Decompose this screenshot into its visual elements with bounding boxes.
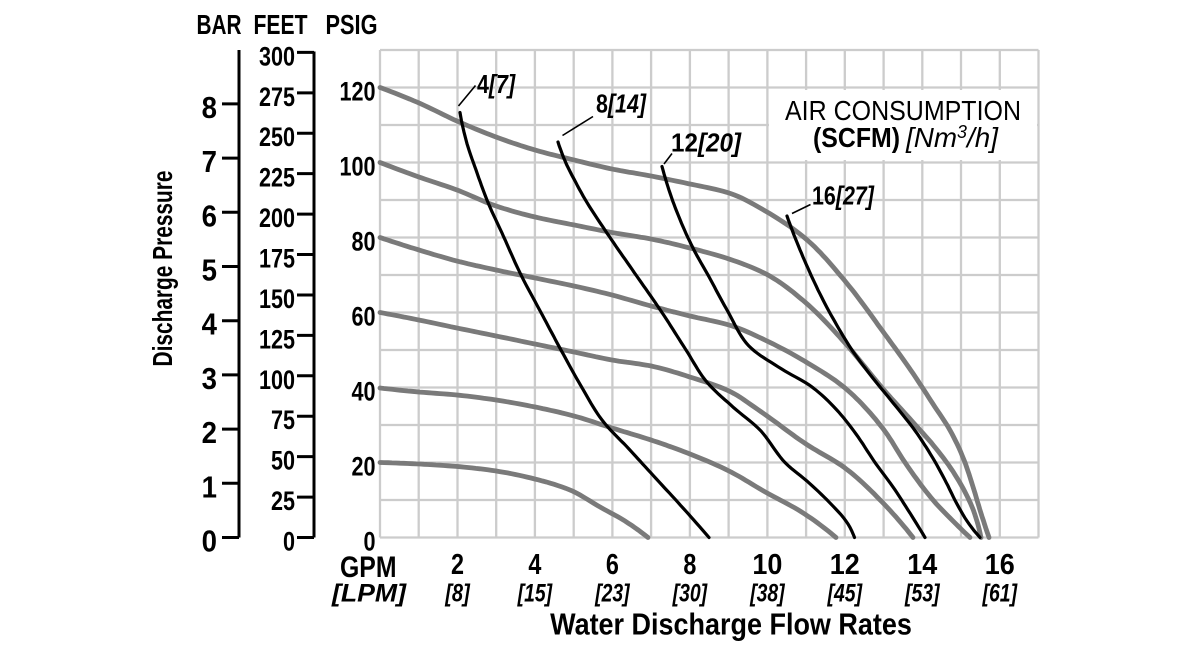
svg-text:AIR CONSUMPTION: AIR CONSUMPTION xyxy=(785,95,1021,126)
svg-text:200: 200 xyxy=(259,204,295,234)
svg-text:Discharge Pressure: Discharge Pressure xyxy=(147,171,178,367)
svg-text:4: 4 xyxy=(528,549,541,581)
svg-text:[15]: [15] xyxy=(517,580,554,608)
svg-text:100: 100 xyxy=(259,366,295,396)
svg-text:8: 8 xyxy=(202,90,217,125)
svg-text:10: 10 xyxy=(752,549,782,581)
svg-text:[Nm3/h]: [Nm3/h] xyxy=(905,122,999,153)
svg-text:125: 125 xyxy=(259,325,295,355)
svg-text:[23]: [23] xyxy=(594,580,631,608)
svg-text:20: 20 xyxy=(351,452,375,482)
svg-text:7: 7 xyxy=(202,145,217,180)
svg-text:[30]: [30] xyxy=(672,580,709,608)
svg-text:8: 8 xyxy=(683,549,696,581)
svg-text:(SCFM): (SCFM) xyxy=(813,122,900,153)
svg-text:250: 250 xyxy=(259,123,295,153)
svg-text:120: 120 xyxy=(339,77,375,107)
svg-text:FEET: FEET xyxy=(254,9,308,40)
svg-text:4[7]: 4[7] xyxy=(477,70,516,98)
svg-text:75: 75 xyxy=(271,406,295,436)
svg-text:12[20]: 12[20] xyxy=(671,129,742,158)
svg-text:40: 40 xyxy=(351,377,375,407)
svg-text:[53]: [53] xyxy=(904,580,941,608)
svg-text:[45]: [45] xyxy=(827,580,864,608)
svg-text:0: 0 xyxy=(363,527,375,557)
svg-text:3: 3 xyxy=(202,361,217,396)
svg-text:8[14]: 8[14] xyxy=(596,90,647,118)
svg-text:[LPM]: [LPM] xyxy=(331,580,408,608)
svg-text:25: 25 xyxy=(271,487,295,517)
svg-text:50: 50 xyxy=(271,446,295,476)
svg-text:80: 80 xyxy=(351,227,375,257)
svg-text:275: 275 xyxy=(259,83,295,113)
svg-text:6: 6 xyxy=(202,199,217,234)
svg-text:225: 225 xyxy=(259,164,295,194)
svg-text:0: 0 xyxy=(202,524,217,559)
svg-text:6: 6 xyxy=(606,549,619,581)
svg-text:100: 100 xyxy=(339,152,375,182)
svg-text:14: 14 xyxy=(907,549,937,581)
svg-text:16[27]: 16[27] xyxy=(812,182,875,210)
svg-text:2: 2 xyxy=(451,549,464,581)
svg-text:5: 5 xyxy=(202,253,217,288)
svg-text:BAR: BAR xyxy=(197,9,242,40)
svg-text:Water Discharge Flow Rates: Water Discharge Flow Rates xyxy=(550,608,912,642)
svg-text:[8]: [8] xyxy=(444,580,471,608)
svg-text:175: 175 xyxy=(259,244,295,274)
svg-text:0: 0 xyxy=(283,527,295,557)
svg-text:4: 4 xyxy=(202,307,218,342)
svg-text:GPM: GPM xyxy=(340,551,397,584)
svg-text:60: 60 xyxy=(351,302,375,332)
svg-text:2: 2 xyxy=(202,416,217,451)
svg-text:1: 1 xyxy=(202,470,217,505)
svg-text:[61]: [61] xyxy=(982,580,1019,608)
svg-text:[38]: [38] xyxy=(749,580,786,608)
svg-text:16: 16 xyxy=(985,549,1015,581)
svg-text:PSIG: PSIG xyxy=(326,9,378,40)
svg-text:150: 150 xyxy=(259,285,295,315)
svg-text:12: 12 xyxy=(830,549,860,581)
svg-text:300: 300 xyxy=(259,42,295,72)
